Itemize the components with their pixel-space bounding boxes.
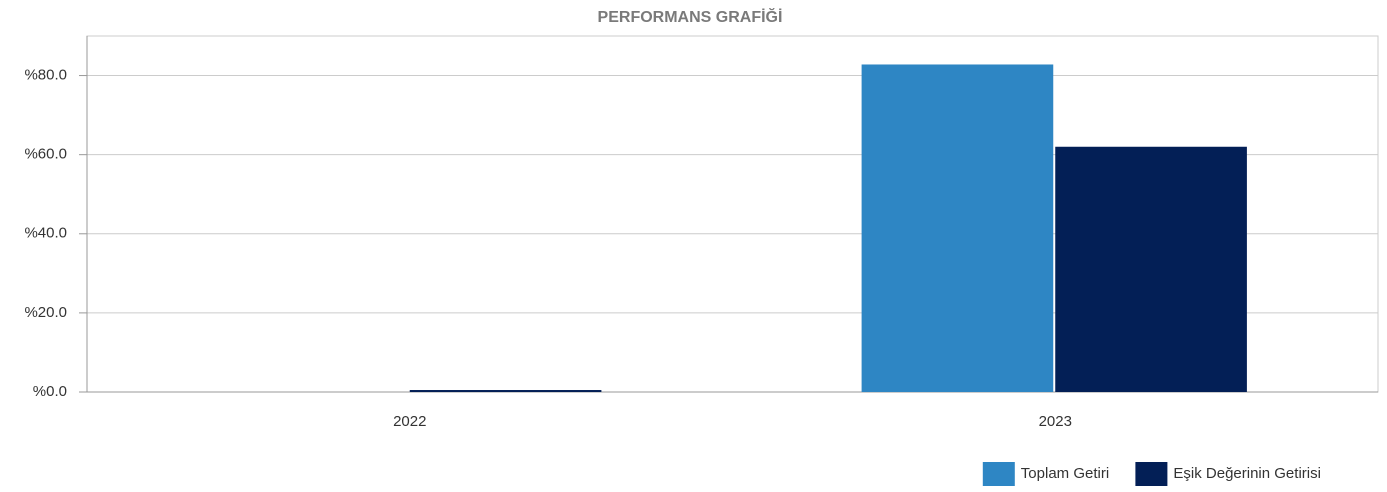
y-tick-label: %20.0: [24, 304, 67, 321]
legend-swatch: [1135, 462, 1168, 486]
legend-label: Toplam Getiri: [1021, 465, 1109, 482]
chart-title: PERFORMANS GRAFİĞİ: [598, 7, 783, 26]
x-tick-label: 2023: [1039, 413, 1072, 430]
y-tick-label: %80.0: [24, 67, 67, 84]
y-tick-label: %60.0: [24, 146, 67, 163]
legend-swatch: [982, 462, 1015, 486]
bar: [1055, 146, 1247, 392]
x-tick-label: 2022: [393, 413, 426, 430]
y-tick-label: %0.0: [33, 383, 67, 400]
legend-label: Eşik Değerinin Getirisi: [1173, 465, 1321, 482]
bar: [409, 390, 602, 392]
bar: [861, 64, 1054, 392]
y-tick-label: %40.0: [24, 225, 67, 242]
